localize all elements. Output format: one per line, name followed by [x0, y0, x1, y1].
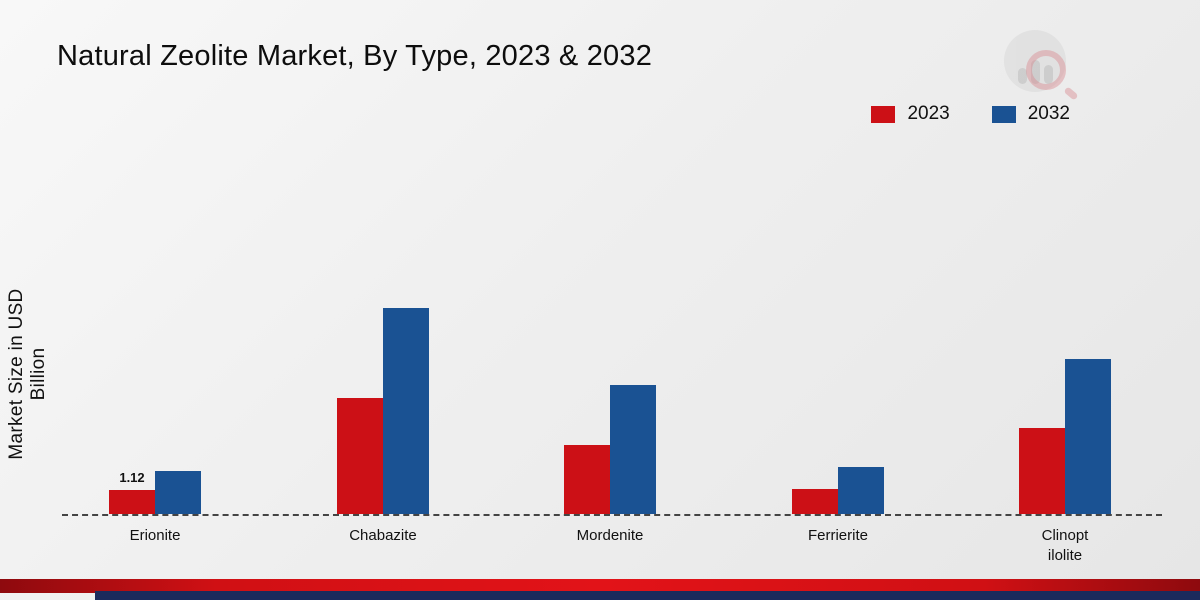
footer-red-band: [0, 579, 1200, 593]
category-label-ferrierite: Ferrierite: [807, 527, 868, 544]
logo-bar-icon: [1018, 68, 1027, 84]
bar-2023-clinoptilolite[interactable]: [1019, 428, 1065, 514]
legend-item-2032: 2032: [991, 103, 1070, 125]
bar-2023-chabazite[interactable]: [337, 398, 383, 514]
legend-swatch-2023: [871, 105, 896, 123]
bar-2032-erionite[interactable]: [155, 471, 201, 514]
bar-2032-chabazite[interactable]: [383, 308, 429, 514]
bar-group-clinoptilolite: [1019, 359, 1111, 514]
legend-swatch-2032: [991, 105, 1016, 123]
category-label-erionite: Erionite: [129, 527, 181, 544]
x-axis-baseline: [62, 514, 1162, 516]
bar-value-label: 1.12: [119, 470, 145, 485]
bar-2023-mordenite[interactable]: [564, 445, 610, 514]
y-axis-label: Market Size in USD Billion: [6, 288, 49, 460]
category-label-clinoptilolite: Clinopt ilolite: [1041, 527, 1089, 564]
magnifier-handle-icon: [1063, 86, 1079, 101]
legend-label-2023: 2023: [907, 103, 950, 124]
bar-2023-ferrierite[interactable]: [792, 489, 838, 514]
bar-group-mordenite: [564, 385, 656, 514]
bar-group-chabazite: [337, 308, 429, 514]
magnifier-icon: [1026, 50, 1066, 90]
legend-item-2023: 2023: [871, 103, 950, 125]
legend: 2023 2032: [871, 103, 1070, 125]
category-label-chabazite: Chabazite: [349, 527, 417, 544]
bar-2023-erionite[interactable]: 1.12: [109, 470, 155, 514]
bar-2032-ferrierite[interactable]: [838, 467, 884, 514]
legend-label-2032: 2032: [1027, 103, 1070, 124]
brand-logo-icon: [998, 28, 1079, 108]
footer-navy-band: [95, 591, 1200, 600]
chart-title: Natural Zeolite Market, By Type, 2023 & …: [57, 40, 653, 72]
bar-2032-mordenite[interactable]: [610, 385, 656, 514]
category-label-mordenite: Mordenite: [576, 527, 644, 544]
bar-group-erionite: 1.12: [109, 470, 201, 514]
bar-2032-clinoptilolite[interactable]: [1065, 359, 1111, 514]
bar-group-ferrierite: [792, 467, 884, 514]
